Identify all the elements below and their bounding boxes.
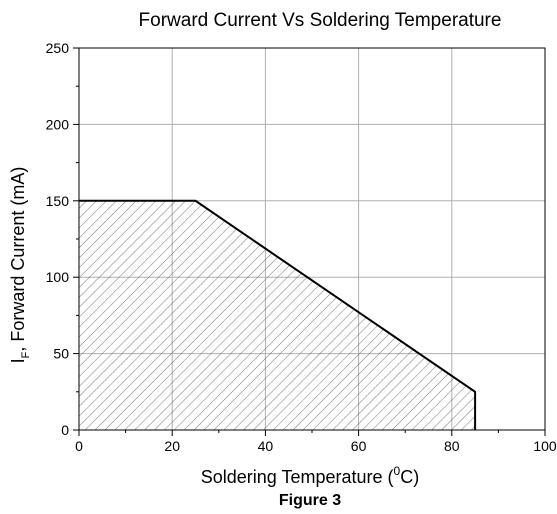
x-tick-label: 0 bbox=[75, 438, 83, 454]
x-tick-label: 80 bbox=[444, 438, 460, 454]
x-axis-label-suffix: C) bbox=[400, 467, 419, 487]
x-axis-label-superscript: 0 bbox=[394, 464, 401, 478]
y-tick-label: 50 bbox=[53, 346, 69, 362]
y-tick-label: 150 bbox=[46, 193, 70, 209]
axis-ticks: 0 20 40 60 80 100 0 50 100 150 200 250 bbox=[46, 40, 557, 454]
figure-caption: Figure 3 bbox=[279, 492, 341, 509]
y-axis-label-subscript: F bbox=[20, 351, 32, 358]
x-tick-label: 40 bbox=[258, 438, 274, 454]
x-tick-label: 20 bbox=[164, 438, 180, 454]
safe-operating-area bbox=[79, 200, 476, 430]
x-axis-label-prefix: Soldering Temperature ( bbox=[201, 467, 394, 487]
y-tick-label: 100 bbox=[46, 269, 70, 285]
x-tick-label: 60 bbox=[351, 438, 367, 454]
y-axis-label-suffix: , Forward Current (mA) bbox=[8, 167, 28, 352]
y-tick-label: 0 bbox=[61, 422, 69, 438]
y-axis-label-main: I bbox=[8, 358, 28, 363]
x-axis-label: Soldering Temperature (0C) bbox=[201, 464, 419, 487]
y-axis-label: IF, Forward Current (mA) bbox=[8, 167, 32, 364]
y-tick-label: 250 bbox=[46, 40, 70, 56]
chart-title: Forward Current Vs Soldering Temperature bbox=[139, 10, 502, 31]
data-line bbox=[79, 199, 477, 430]
y-tick-label: 200 bbox=[46, 116, 70, 132]
x-tick-label: 100 bbox=[533, 438, 557, 454]
